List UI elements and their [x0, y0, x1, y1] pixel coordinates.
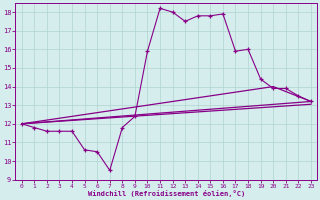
X-axis label: Windchill (Refroidissement éolien,°C): Windchill (Refroidissement éolien,°C)	[88, 190, 245, 197]
